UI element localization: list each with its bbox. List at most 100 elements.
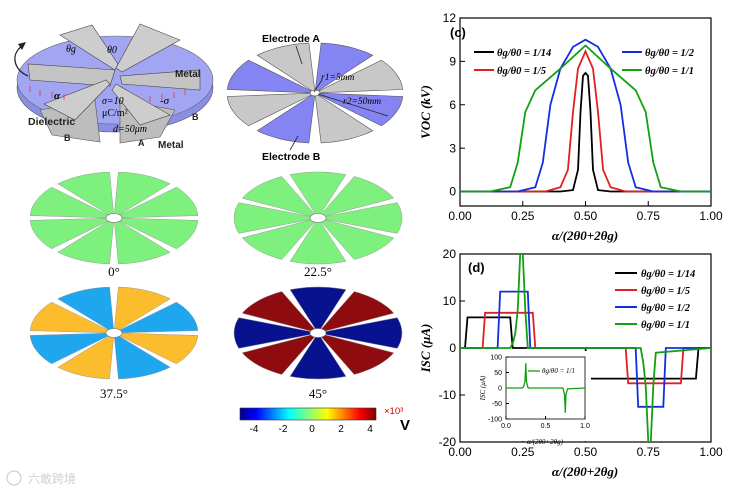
metal-top-label: Metal [175,69,201,80]
schematic-electrodes [226,42,404,144]
thickness-label: d=50μm [113,124,147,135]
disc-sector [321,219,395,260]
disc-sector [119,301,199,334]
chart-voc: (c) 0.00 0.25 0.50 0.75 1.00 0 3 6 9 12 VOC (kV) α/… [418,11,723,243]
x-axis-label: α/(2θ0+2θg) [552,228,618,243]
y-tick-label: -10 [439,388,457,402]
neg-sigma-label: -σ [160,95,170,107]
colorbar-tick: 0 [309,424,315,435]
alpha-label: α [54,90,61,102]
legend-label: θg/θ0 = 1/2 [641,303,691,314]
disc-sector [29,301,109,334]
top-metal-sector [43,79,111,121]
disc-sector [57,286,114,330]
x-tick-label: 0.25 [511,209,535,223]
disc-sector [321,291,395,332]
electrode-sector [226,92,312,127]
disc-sector [57,221,114,265]
legend-label: θg/θ0 = 1/5 [497,66,546,77]
y-tick-label: 0 [449,185,456,199]
disc-sector [114,336,171,380]
x-tick-label: 0.00 [448,445,472,459]
disc-sector [289,171,347,215]
disc-sector [29,186,109,219]
disc-sector [321,176,395,217]
electrode-a-marker: A [138,138,145,148]
disc-sector [241,219,315,260]
inset-chart: 0.0 0.5 1.0 -100 -50 0 50 100 ISC (μA) α/(2θ0+2θg… [478,351,591,446]
metal-bottom-label: Metal [158,140,184,151]
r2-arrow [317,93,389,117]
disc-hub [309,213,327,223]
legend-label: θg/θ0 = 1/1 [645,66,694,77]
x-tick-label: 1.0 [580,423,590,430]
disc-sector [241,176,315,217]
x-tick-label: 0.0 [501,423,511,430]
disc-angle-label: 22.5° [304,264,332,279]
inset-x-axis-label: α/(2θ0+2θg) [527,438,564,446]
electrode-b-marker: B [192,112,199,122]
r1-label: r1=5mm [321,73,354,83]
potential-discs [29,171,403,380]
watermark-text: 六敢跨境 [28,471,76,486]
disc-sector [289,336,347,380]
schematic-electrodes-labels: Electrode A Electrode B r1=5mm r2=50mm [262,33,389,163]
x-tick-label: 1.00 [699,209,723,223]
top-metal-sector [115,23,181,73]
r2-label: r2=50mm [343,97,381,107]
disc-sector [325,202,403,234]
panel-label: (c) [450,25,466,40]
electrode-sector [256,94,316,144]
y-tick-label: 12 [443,11,457,25]
x-tick-label: 0.25 [511,445,535,459]
disc-sector [233,202,311,234]
y-tick-label: -100 [488,416,502,423]
inset-legend-label: θg/θ0 = 1/1 [542,367,575,375]
colorbar-tick: 4 [367,424,373,435]
theta-g-label: θg [66,44,76,55]
legend-label: θg/θ0 = 1/14 [641,269,695,280]
electrode-a-pointer [295,45,303,65]
disc-sector [29,217,109,250]
y-tick-label: -20 [439,435,457,449]
disc-hub [105,213,123,223]
sigma-label: σ=10 [102,96,124,107]
x-tick-label: 0.50 [574,209,598,223]
legend-label: θg/θ0 = 1/1 [641,320,690,331]
watermark: 六敢跨境 [6,470,76,486]
electrode-b-pointer [289,135,299,151]
colorbar-tick: 2 [338,424,344,435]
disc-angle-label: 45° [309,386,327,401]
y-tick-label: 6 [449,98,456,112]
disc-sector [57,336,114,380]
colorbar-tick: -2 [279,424,288,435]
electrode-sector [226,59,312,94]
y-axis-label: VOC (kV) [418,85,433,139]
legend-label: θg/θ0 = 1/2 [645,48,695,59]
theta-0-label: θ0 [107,45,117,56]
series-line [460,49,711,193]
y-tick-label: 0 [498,385,502,392]
watermark-logo-icon [6,470,22,486]
disc-sector [321,334,395,375]
disc-sector [289,221,347,265]
disc-sector [114,221,171,265]
colorbar-tick: -4 [250,424,259,435]
x-tick-label: 0.75 [637,209,661,223]
series-line [460,38,711,193]
y-tick-label: 20 [443,247,457,261]
electrode-b-marker: B [64,133,71,143]
inset-background [478,351,591,441]
x-tick-label: 0.50 [574,445,598,459]
electrode-a-label: Electrode A [262,33,320,45]
r1-arrow [313,79,323,93]
legend-label: θg/θ0 = 1/14 [497,48,551,59]
y-tick-label: 9 [449,55,456,69]
y-tick-label: 100 [490,354,502,361]
colorbar-unit: V [400,417,410,434]
y-tick-label: 3 [449,141,456,155]
disc-sector [233,317,311,349]
disc-sector [114,286,171,330]
rotation-arrowhead [18,42,26,50]
